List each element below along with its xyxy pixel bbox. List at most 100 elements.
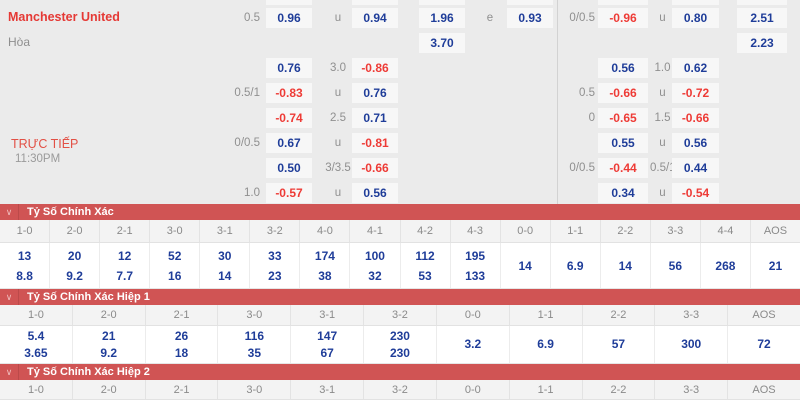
score-odds-value[interactable]: 116 <box>244 328 265 343</box>
score-odds-value[interactable]: 56 <box>668 258 683 273</box>
score-odds-value[interactable]: 33 <box>268 248 282 263</box>
score-odds-value[interactable]: 133 <box>465 268 486 283</box>
handicap-label: 3/3.5 <box>325 162 351 174</box>
odds-cell[interactable]: -0.44 <box>598 158 648 178</box>
score-odds-value[interactable]: 174 <box>314 248 335 263</box>
score-column: 56 <box>651 243 701 288</box>
odds-cell[interactable]: -0.72 <box>672 83 719 103</box>
score-odds-value[interactable]: 230 <box>389 328 410 343</box>
odds-cell[interactable]: 0.93 <box>507 8 553 28</box>
odds-cell[interactable]: -0.81 <box>352 133 398 153</box>
odds-cell[interactable]: 0.71 <box>352 108 398 128</box>
odds-cell[interactable]: -0.96 <box>598 8 648 28</box>
score-column-header: 2-1 <box>146 380 219 399</box>
score-odds-value[interactable]: 3.65 <box>24 345 48 360</box>
score-odds-value[interactable]: 38 <box>318 268 332 283</box>
odds-cell[interactable]: 0.67 <box>266 133 312 153</box>
odds-cell[interactable]: 0.56 <box>352 183 398 203</box>
score-odds-value[interactable]: 30 <box>218 248 232 263</box>
odds-cell[interactable]: -0.83 <box>266 83 312 103</box>
odds-cell[interactable]: 0.76 <box>352 83 398 103</box>
section-header-bar[interactable]: ∨ Tỷ Số Chính Xác <box>0 204 800 220</box>
score-odds-value[interactable]: 14 <box>618 258 632 273</box>
odds-cell[interactable]: 1.96 <box>419 8 465 28</box>
score-odds-value[interactable]: 21 <box>102 328 116 343</box>
odds-cell[interactable]: 2.51 <box>737 8 787 28</box>
score-odds-value[interactable]: 7.7 <box>116 268 133 283</box>
odds-cell[interactable]: 0.50 <box>266 158 312 178</box>
score-odds-value[interactable]: 18 <box>174 345 189 360</box>
score-odds-value[interactable]: 14 <box>218 268 232 283</box>
section-header-bar[interactable]: ∨ Tỷ Số Chính Xác Hiệp 1 <box>0 289 800 305</box>
score-odds-value[interactable]: 300 <box>681 337 702 351</box>
odds-cell[interactable]: 0.56 <box>598 58 648 78</box>
score-odds-value[interactable]: 112 <box>415 248 435 263</box>
score-odds-value[interactable]: 6.9 <box>537 337 554 351</box>
odds-cell[interactable]: 0.62 <box>672 58 719 78</box>
score-odds-value[interactable]: 20 <box>67 248 82 263</box>
collapse-chevron-icon[interactable]: ∨ <box>0 204 19 220</box>
score-odds-value[interactable]: 100 <box>364 248 385 263</box>
odds-cell[interactable]: -0.54 <box>672 183 719 203</box>
score-column: 230 230 <box>364 326 437 363</box>
score-odds-value[interactable]: 5.4 <box>27 328 45 343</box>
score-odds-value[interactable]: 12 <box>117 248 132 263</box>
odds-cell[interactable]: 0.34 <box>598 183 648 203</box>
score-odds-value[interactable]: 72 <box>757 337 771 351</box>
score-odds-value[interactable]: 230 <box>389 345 410 360</box>
odds-cell[interactable]: 0.44 <box>672 158 719 178</box>
score-odds-value[interactable]: 35 <box>247 345 262 360</box>
score-column: 116 35 <box>218 326 292 363</box>
odds-cell[interactable]: 2.23 <box>737 33 787 53</box>
section-header-bar[interactable]: ∨ Tỷ Số Chính Xác Hiệp 2 <box>0 364 800 380</box>
section-title: Tỷ Số Chính Xác <box>27 206 114 218</box>
score-odds-value[interactable]: 21 <box>768 258 783 273</box>
odds-cell[interactable]: -0.66 <box>672 108 719 128</box>
odds-cell[interactable]: 0.55 <box>598 133 648 153</box>
odds-cell[interactable]: -0.74 <box>266 108 312 128</box>
score-column-header: 4-1 <box>350 220 401 242</box>
odds-cell[interactable]: -0.66 <box>352 158 398 178</box>
collapse-chevron-icon[interactable]: ∨ <box>0 289 19 305</box>
score-odds-value[interactable]: 26 <box>174 328 189 343</box>
odds-cell[interactable]: -0.86 <box>352 58 398 78</box>
handicap-label: u <box>659 87 666 99</box>
score-odds-value[interactable]: 53 <box>418 268 432 283</box>
score-odds-value[interactable]: 57 <box>611 337 626 351</box>
odds-cell[interactable]: 0.94 <box>352 8 398 28</box>
score-odds-value[interactable]: 16 <box>168 268 182 283</box>
odds-cell[interactable]: -0.66 <box>598 83 648 103</box>
score-odds-value[interactable]: 32 <box>368 268 382 283</box>
score-column-header: 3-2 <box>364 380 437 399</box>
collapse-chevron-icon[interactable]: ∨ <box>0 364 19 380</box>
score-odds-value[interactable]: 13 <box>17 248 32 263</box>
odds-cell[interactable]: 0.80 <box>672 8 719 28</box>
score-odds-value[interactable]: 23 <box>268 268 282 283</box>
score-odds-value[interactable]: 3.2 <box>464 337 482 351</box>
score-odds-value[interactable]: 14 <box>518 258 532 273</box>
score-column-header: 3-0 <box>218 305 292 325</box>
handicap-label: 0.5/1 <box>650 162 676 174</box>
odds-cell[interactable]: 3.70 <box>419 33 465 53</box>
score-odds-value[interactable]: 9.2 <box>100 345 118 360</box>
section-title: Tỷ Số Chính Xác Hiệp 1 <box>27 291 150 303</box>
odds-cell[interactable]: -0.65 <box>598 108 648 128</box>
team-name[interactable]: Manchester United <box>8 10 120 24</box>
score-odds-value[interactable]: 268 <box>715 258 736 273</box>
odds-cell[interactable]: 0.96 <box>266 8 312 28</box>
score-column: 30 14 <box>200 243 251 288</box>
score-odds-value[interactable]: 67 <box>320 345 334 360</box>
score-odds-value[interactable]: 9.2 <box>66 268 83 283</box>
score-odds-value[interactable]: 52 <box>168 248 182 263</box>
odds-cell[interactable]: 0.76 <box>266 58 312 78</box>
odds-cell[interactable]: 0.56 <box>672 133 719 153</box>
score-odds-value[interactable]: 8.8 <box>16 268 33 283</box>
score-column: 195 133 <box>451 243 501 288</box>
score-column: 3.2 <box>437 326 510 363</box>
section-title: Tỷ Số Chính Xác Hiệp 2 <box>27 366 150 378</box>
score-odds-value[interactable]: 195 <box>465 248 486 263</box>
score-odds-value[interactable]: 6.9 <box>566 258 584 273</box>
odds-cell[interactable]: -0.57 <box>266 183 312 203</box>
score-odds-value[interactable]: 147 <box>317 328 338 343</box>
score-column: 6.9 <box>551 243 601 288</box>
